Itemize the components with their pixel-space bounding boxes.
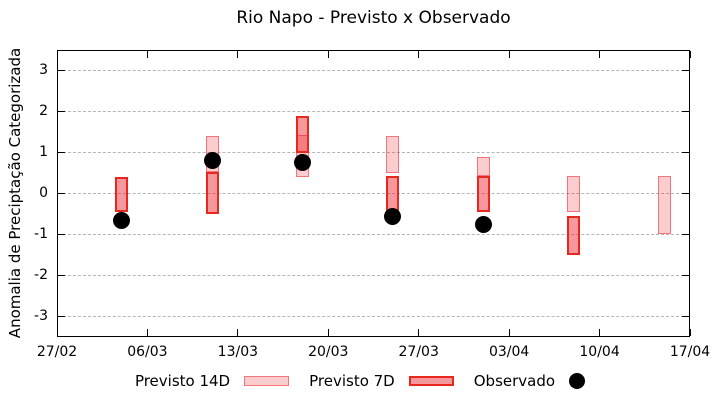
gridline xyxy=(58,193,689,194)
x-tick-mark xyxy=(508,329,510,336)
observed-dot xyxy=(293,154,311,172)
forecast-box-7d xyxy=(205,172,219,214)
legend-label-previsto-14d: Previsto 14D xyxy=(134,372,231,390)
gridline xyxy=(58,152,689,153)
y-tick-label: -3 xyxy=(34,307,48,324)
y-tick-mark xyxy=(58,70,65,71)
legend-item-previsto-7d: Previsto 7D xyxy=(309,372,454,390)
y-tick-mark xyxy=(682,70,689,71)
observed-dot xyxy=(474,215,492,233)
y-tick-label: 2 xyxy=(39,102,48,119)
y-tick-label: -2 xyxy=(34,266,48,283)
legend-label-previsto-7d: Previsto 7D xyxy=(309,372,395,390)
x-tick-label: 17/04 xyxy=(669,344,711,360)
x-tick-mark xyxy=(599,51,601,58)
y-tick-mark xyxy=(58,316,65,317)
x-tick-mark xyxy=(418,329,420,336)
y-tick-mark xyxy=(58,275,65,276)
y-tick-mark xyxy=(58,111,65,112)
forecast-box-14d xyxy=(476,157,490,177)
x-tick-label: 06/03 xyxy=(127,344,168,360)
y-tick-mark xyxy=(682,234,689,235)
x-tick-mark xyxy=(56,329,58,336)
y-tick-label: -1 xyxy=(34,225,48,242)
x-tick-mark xyxy=(146,51,148,58)
x-tick-mark xyxy=(508,51,510,58)
observado-dot-swatch xyxy=(569,373,586,389)
x-tick-mark xyxy=(237,51,239,58)
y-tick-mark xyxy=(682,275,689,276)
gridline xyxy=(58,234,689,235)
x-tick-mark xyxy=(689,51,691,58)
gridline xyxy=(58,316,689,317)
legend-item-previsto-14d: Previsto 14D xyxy=(134,372,290,390)
forecast-box-14d xyxy=(657,176,671,235)
forecast-box-7d xyxy=(115,177,129,212)
y-tick-mark xyxy=(58,193,65,194)
previsto-7d-swatch xyxy=(408,376,454,386)
gridline xyxy=(58,111,689,112)
forecast-box-7d xyxy=(386,176,400,212)
legend-label-observado: Observado xyxy=(473,372,556,390)
x-tick-label: 20/03 xyxy=(308,344,349,360)
observed-dot xyxy=(203,152,221,170)
x-tick-mark xyxy=(146,329,148,336)
y-tick-mark xyxy=(682,193,689,194)
y-tick-mark xyxy=(58,234,65,235)
gridline xyxy=(58,275,689,276)
legend-item-observado: Observado xyxy=(473,372,586,390)
x-tick-mark xyxy=(237,329,239,336)
forecast-box-7d xyxy=(476,176,490,212)
x-tick-label: 27/02 xyxy=(36,344,78,360)
forecast-box-7d xyxy=(567,216,581,255)
observed-dot xyxy=(384,207,402,225)
y-tick-mark xyxy=(682,111,689,112)
y-tick-mark xyxy=(58,152,65,153)
forecast-box-14d xyxy=(386,136,400,173)
x-tick-mark xyxy=(418,51,420,58)
plot-area-border xyxy=(57,50,690,337)
forecast-box-14d xyxy=(567,176,581,212)
x-tick-mark xyxy=(327,51,329,58)
gridline xyxy=(58,70,689,71)
x-tick-mark xyxy=(327,329,329,336)
y-tick-mark xyxy=(682,316,689,317)
x-tick-label: 13/03 xyxy=(217,344,259,360)
previsto-14d-swatch xyxy=(244,376,290,386)
y-tick-label: 0 xyxy=(39,184,48,201)
x-tick-mark xyxy=(689,329,691,336)
chart-title: Rio Napo - Previsto x Observado xyxy=(236,8,511,28)
y-tick-label: 1 xyxy=(39,143,48,160)
y-tick-mark xyxy=(682,152,689,153)
x-tick-label: 10/04 xyxy=(579,344,620,360)
observed-dot xyxy=(113,211,131,229)
legend: Previsto 14D Previsto 7D Observado xyxy=(0,369,720,393)
forecast-box-7d xyxy=(295,115,309,154)
y-tick-label: 3 xyxy=(39,61,48,78)
x-tick-label: 27/03 xyxy=(398,344,439,360)
x-tick-mark xyxy=(56,51,58,58)
x-tick-mark xyxy=(599,329,601,336)
x-tick-label: 03/04 xyxy=(488,344,530,360)
